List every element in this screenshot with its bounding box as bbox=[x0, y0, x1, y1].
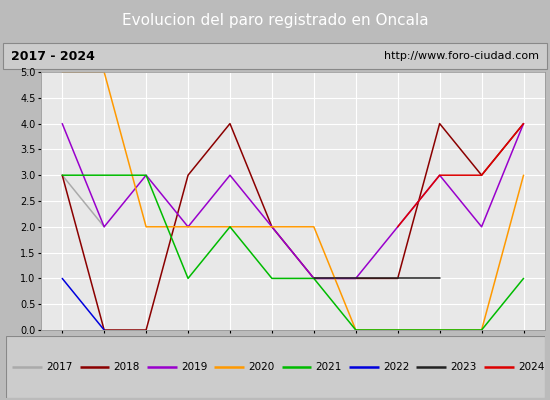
Text: 2017: 2017 bbox=[46, 362, 73, 372]
Text: 2018: 2018 bbox=[113, 362, 140, 372]
Text: 2020: 2020 bbox=[248, 362, 274, 372]
FancyBboxPatch shape bbox=[3, 43, 547, 69]
Text: 2021: 2021 bbox=[316, 362, 342, 372]
Text: 2024: 2024 bbox=[518, 362, 544, 372]
Text: 2022: 2022 bbox=[383, 362, 409, 372]
Text: 2019: 2019 bbox=[181, 362, 207, 372]
Text: Evolucion del paro registrado en Oncala: Evolucion del paro registrado en Oncala bbox=[122, 14, 428, 28]
Text: http://www.foro-ciudad.com: http://www.foro-ciudad.com bbox=[384, 51, 539, 61]
Text: 2017 - 2024: 2017 - 2024 bbox=[11, 50, 95, 62]
FancyBboxPatch shape bbox=[6, 336, 544, 398]
Text: 2023: 2023 bbox=[450, 362, 477, 372]
